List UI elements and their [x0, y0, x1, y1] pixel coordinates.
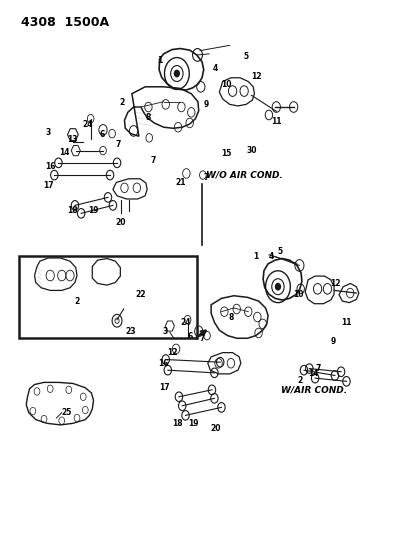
Circle shape: [174, 70, 179, 77]
Text: 1: 1: [252, 253, 258, 261]
Text: 11: 11: [340, 318, 351, 327]
Text: 16: 16: [45, 162, 55, 171]
Text: 14: 14: [307, 369, 318, 378]
Text: 10: 10: [293, 289, 303, 298]
Text: 3: 3: [162, 327, 167, 336]
Text: 18: 18: [67, 206, 78, 215]
Text: 6: 6: [99, 130, 104, 139]
Text: 5: 5: [277, 247, 282, 256]
Text: 4308  1500A: 4308 1500A: [21, 15, 109, 29]
Text: 24: 24: [82, 119, 93, 128]
Text: 22: 22: [135, 290, 146, 299]
Text: 12: 12: [330, 279, 340, 288]
Text: 19: 19: [88, 206, 99, 215]
Text: 1: 1: [157, 56, 162, 64]
Text: 24: 24: [180, 318, 190, 327]
Text: 5: 5: [243, 52, 248, 61]
Text: 4: 4: [212, 64, 217, 73]
Text: 19: 19: [188, 419, 199, 428]
Text: 23: 23: [125, 327, 135, 336]
Text: 17: 17: [43, 181, 53, 190]
Text: 14: 14: [59, 148, 70, 157]
Text: 12: 12: [166, 348, 177, 357]
Bar: [19, 256, 196, 338]
Text: 30: 30: [246, 146, 256, 155]
Text: 20: 20: [209, 424, 220, 433]
Text: W/AIR COND.: W/AIR COND.: [280, 385, 347, 394]
Text: 18: 18: [171, 419, 182, 428]
Text: 17: 17: [159, 383, 170, 392]
Text: 2: 2: [297, 376, 302, 385]
Text: 9: 9: [203, 100, 208, 109]
Text: 7: 7: [203, 173, 208, 182]
Text: 7: 7: [150, 156, 156, 165]
Text: W/O AIR COND.: W/O AIR COND.: [206, 170, 282, 179]
Text: 11: 11: [271, 117, 281, 126]
Text: 4: 4: [268, 253, 273, 261]
Text: 9: 9: [330, 337, 335, 346]
Circle shape: [275, 284, 280, 290]
Text: 12: 12: [251, 71, 261, 80]
Text: 3: 3: [45, 127, 51, 136]
Text: 2: 2: [119, 98, 125, 107]
Text: 25: 25: [62, 408, 72, 417]
Text: 8: 8: [228, 312, 233, 321]
Text: 7: 7: [315, 364, 320, 373]
Text: 7: 7: [199, 334, 204, 343]
Text: 15: 15: [221, 149, 231, 158]
Text: 13: 13: [67, 135, 78, 144]
Text: 8: 8: [145, 113, 151, 122]
Text: 16: 16: [158, 359, 169, 368]
Text: 2: 2: [74, 296, 79, 305]
Text: 6: 6: [187, 332, 192, 341]
Text: 7: 7: [115, 140, 121, 149]
Text: 10: 10: [221, 79, 232, 88]
Text: 20: 20: [115, 218, 125, 227]
Text: 21: 21: [175, 178, 185, 187]
